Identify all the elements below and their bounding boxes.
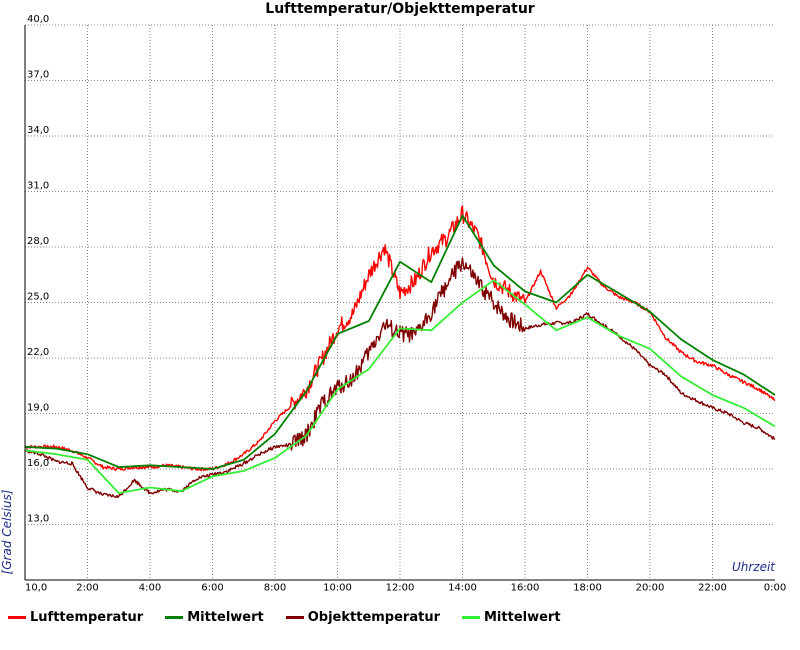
y-axis-label: [Grad Celsius]	[0, 489, 14, 574]
legend-label: Mittelwert	[484, 609, 561, 625]
legend-item-mittelwert-luft: Mittelwert	[165, 610, 264, 625]
x-tick-label: 0:00	[764, 582, 786, 593]
legend-label: Objekttemperatur	[307, 609, 440, 625]
y-tick-label: 34,0	[27, 125, 49, 136]
series-line-objekttemperatur-2	[24, 257, 776, 499]
y-tick-label: 16,0	[27, 458, 49, 469]
y-tick-label: 13,0	[27, 514, 49, 525]
series-line-mittelwert-3	[24, 279, 776, 495]
x-tick-label: 20:00	[636, 582, 665, 593]
x-tick-label: 22:00	[698, 582, 727, 593]
legend-label: Lufttemperatur	[30, 609, 144, 625]
series-line-mittelwert-1	[24, 214, 776, 470]
x-tick-label: 12:00	[386, 582, 415, 593]
legend-swatch-lightgreen	[462, 615, 480, 619]
y-tick-label: 40,0	[27, 14, 49, 25]
chart-title: Lufttemperatur/Objekttemperatur	[265, 1, 535, 17]
y-tick-label: 25,0	[27, 292, 49, 303]
x-tick-label: 8:00	[264, 582, 286, 593]
grid-layer	[25, 24, 775, 580]
x-tick-label: 2:00	[76, 582, 98, 593]
x-tick-label: 4:00	[139, 582, 161, 593]
legend-item-mittelwert-objekt: Mittelwert	[462, 610, 561, 625]
legend-item-objekttemperatur: Objekttemperatur	[285, 609, 440, 625]
y-tick-label: 31,0	[27, 181, 49, 192]
legend-swatch-red	[8, 615, 26, 619]
legend: Lufttemperatur Mittelwert Objekttemperat…	[8, 606, 583, 628]
x-tick-label: 6:00	[201, 582, 223, 593]
legend-label: Mittelwert	[187, 609, 264, 625]
x-tick-label: 16:00	[511, 582, 540, 593]
x-tick-label: 10,0	[25, 582, 47, 593]
x-tick-label: 18:00	[573, 582, 602, 593]
x-axis-label: Uhrzeit	[732, 560, 776, 574]
legend-swatch-maroon	[285, 615, 304, 619]
legend-swatch-darkgreen	[165, 615, 184, 619]
y-tick-label: 19,0	[27, 403, 49, 414]
legend-item-lufttemperatur: Lufttemperatur	[8, 610, 143, 625]
y-tick-label: 22,0	[27, 347, 49, 358]
y-tick-label: 37,0	[27, 70, 49, 81]
x-tick-label: 10:00	[323, 582, 352, 593]
axis-layer: 13,0 16,0 19,0 22,0 25,0 28,0 31,0 34,0 37,0 40,0…	[24, 14, 786, 593]
x-tick-label: 14:00	[448, 582, 477, 593]
y-tick-label: 28,0	[27, 236, 49, 247]
series-layer	[24, 205, 776, 499]
